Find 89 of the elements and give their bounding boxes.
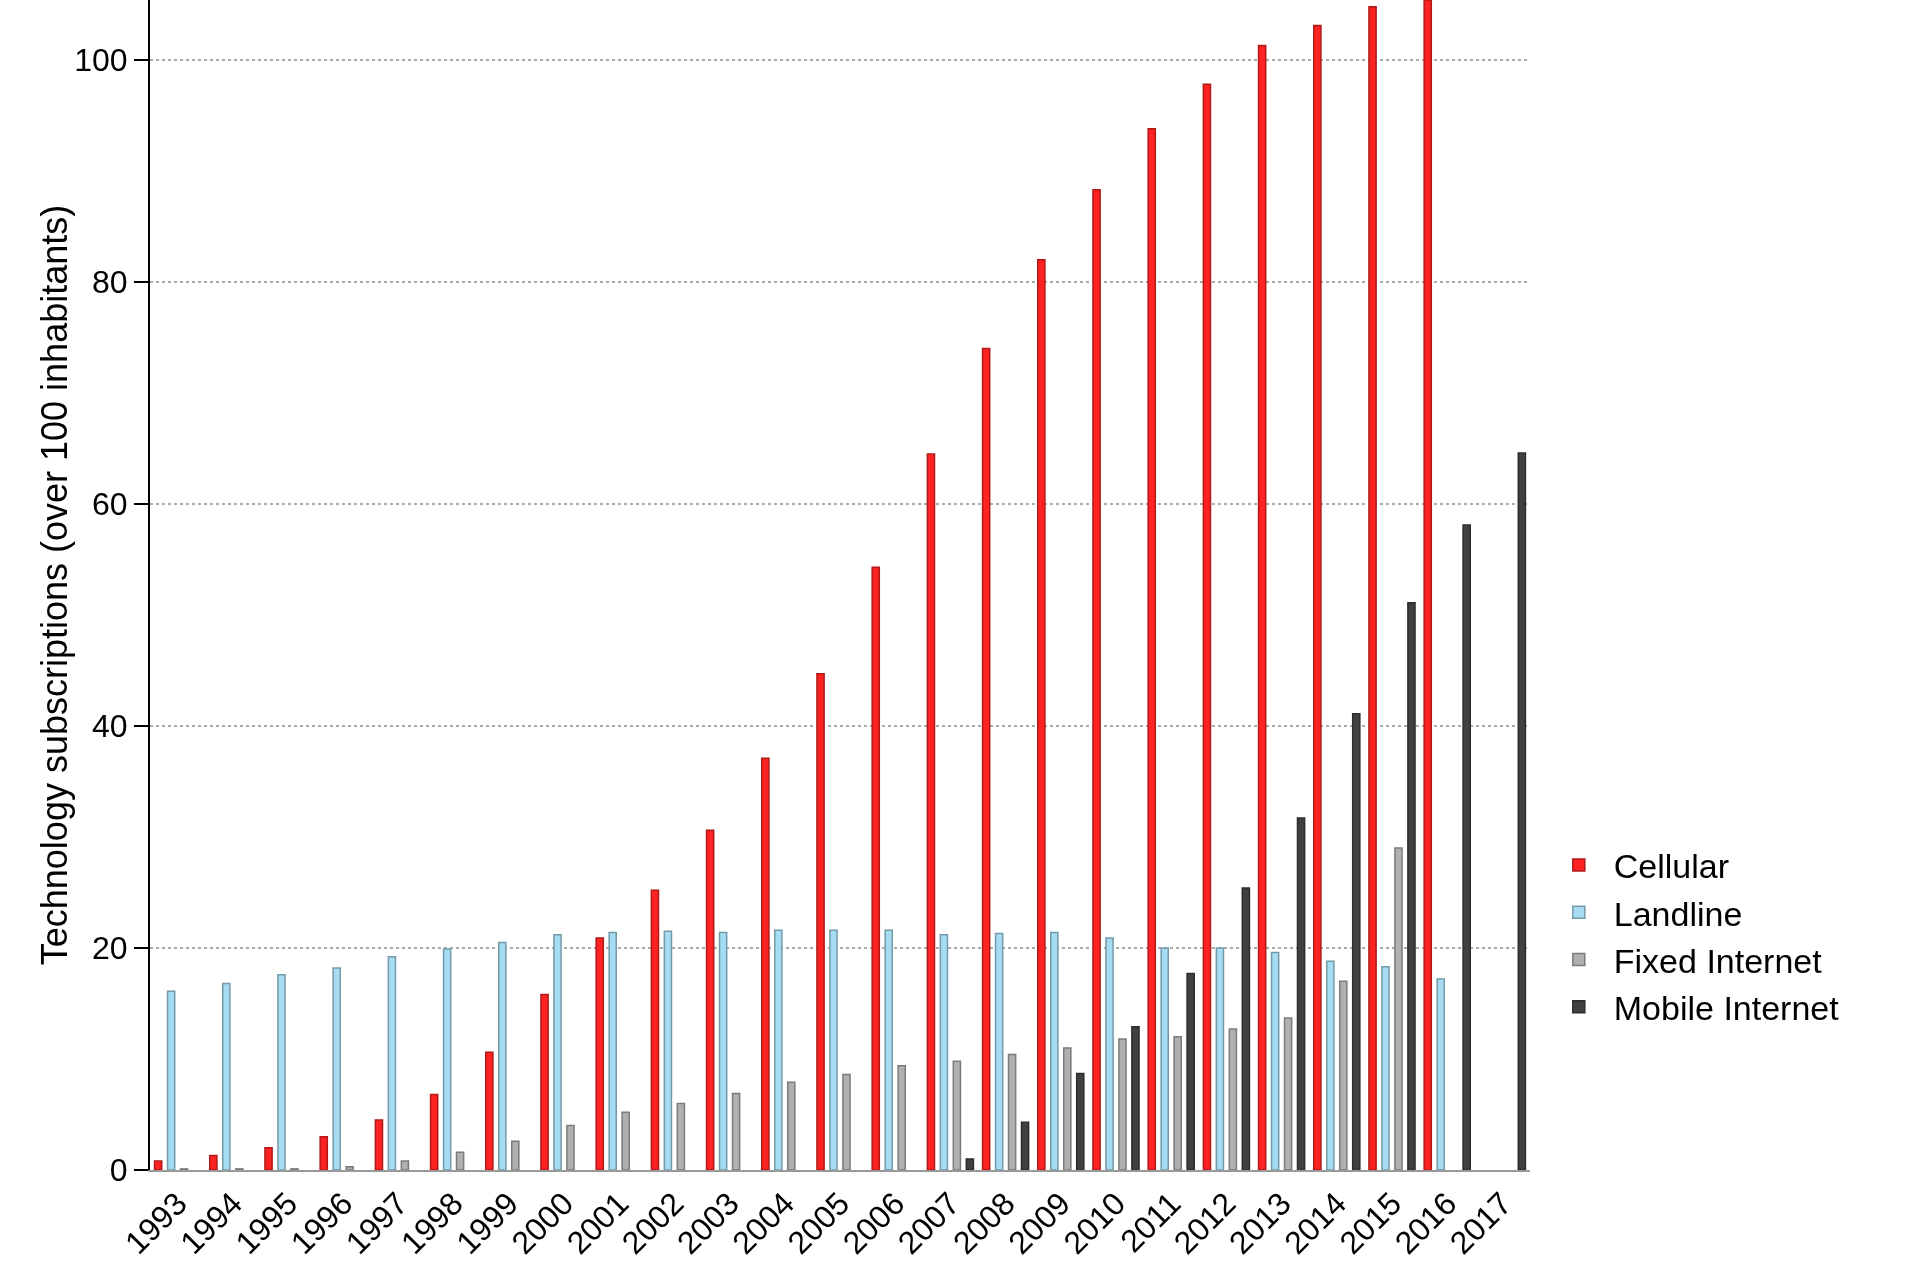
- bar: [871, 566, 881, 1170]
- bar: [1436, 978, 1446, 1170]
- bar: [705, 829, 715, 1170]
- bar: [816, 673, 825, 1170]
- bar: [442, 948, 452, 1170]
- bar: [553, 933, 562, 1170]
- bar: [1313, 24, 1322, 1170]
- bar: [1257, 44, 1267, 1170]
- bar: [387, 956, 397, 1170]
- bar: [1131, 1026, 1140, 1170]
- bar: [981, 347, 991, 1170]
- bar: [566, 1124, 575, 1170]
- legend-label: Cellular: [1613, 847, 1730, 886]
- bar: [897, 1064, 906, 1170]
- bar: [595, 937, 605, 1170]
- bar: [884, 929, 894, 1170]
- bar: [1241, 887, 1251, 1170]
- y-tick-label: 80: [92, 264, 128, 301]
- bar: [1423, 0, 1433, 1170]
- y-axis-title: Technology subscriptions (over 100 inhabitants): [34, 204, 75, 966]
- y-tick-label: 100: [74, 42, 128, 79]
- bar: [1160, 947, 1170, 1170]
- bar: [319, 1135, 329, 1170]
- bar: [786, 1081, 796, 1170]
- bar: [1368, 5, 1377, 1170]
- y-tick-label: 0: [109, 1152, 128, 1189]
- bar: [1075, 1072, 1085, 1170]
- y-tick-label: 60: [92, 486, 128, 523]
- bar: [374, 1119, 384, 1170]
- bar: [1338, 980, 1348, 1170]
- bar: [1062, 1047, 1072, 1170]
- bar: [1092, 189, 1101, 1170]
- bar: [842, 1073, 851, 1170]
- bar: [731, 1092, 741, 1170]
- bar: [1186, 972, 1195, 1170]
- bar: [1173, 1036, 1182, 1170]
- bar: [209, 1154, 218, 1170]
- legend-label: Mobile Internet: [1613, 988, 1840, 1027]
- bar: [510, 1140, 520, 1170]
- legend-label: Landline: [1613, 894, 1743, 933]
- y-tick-label: 20: [92, 930, 128, 967]
- bar: [1215, 947, 1225, 1170]
- bar: [332, 967, 342, 1170]
- y-tick-label: 40: [92, 708, 128, 745]
- bar: [1296, 817, 1306, 1170]
- bar: [939, 933, 949, 1170]
- bar: [1007, 1053, 1017, 1170]
- legend-label: Fixed Internet: [1613, 941, 1823, 980]
- bar: [1228, 1028, 1238, 1170]
- bar: [829, 929, 838, 1170]
- bar: [1147, 128, 1157, 1170]
- bar: [952, 1060, 962, 1170]
- bar: [676, 1102, 686, 1170]
- bar: [166, 990, 176, 1170]
- bar: [774, 929, 783, 1170]
- bar: [222, 982, 231, 1170]
- bar: [621, 1111, 630, 1170]
- bar: [1462, 524, 1471, 1170]
- bar: [485, 1051, 494, 1170]
- bar: [540, 993, 549, 1170]
- bar: [718, 931, 728, 1170]
- bar: [1020, 1121, 1030, 1170]
- bar: [965, 1158, 975, 1170]
- bar: [650, 889, 660, 1170]
- bar: [264, 1147, 273, 1170]
- bar: [1517, 452, 1527, 1170]
- bar: [400, 1160, 410, 1170]
- bar: [761, 757, 770, 1170]
- bar: [1037, 259, 1046, 1170]
- bar: [926, 453, 936, 1170]
- bar: [498, 941, 507, 1170]
- bar: [608, 931, 618, 1170]
- bar: [663, 930, 673, 1170]
- bar: [1202, 83, 1212, 1170]
- bar: [1381, 966, 1390, 1170]
- bar: [1270, 951, 1280, 1170]
- bar: [1105, 937, 1114, 1170]
- bar: [277, 973, 286, 1170]
- bar: [1283, 1017, 1293, 1170]
- bar: [153, 1160, 163, 1170]
- bar: [1050, 931, 1059, 1170]
- bar: [429, 1093, 439, 1170]
- bar: [345, 1165, 354, 1170]
- bar: [994, 932, 1004, 1170]
- bar: [1407, 602, 1416, 1170]
- bar: [1326, 960, 1335, 1170]
- bar: [1118, 1038, 1127, 1170]
- bar: [455, 1151, 465, 1170]
- bar: [1351, 713, 1361, 1170]
